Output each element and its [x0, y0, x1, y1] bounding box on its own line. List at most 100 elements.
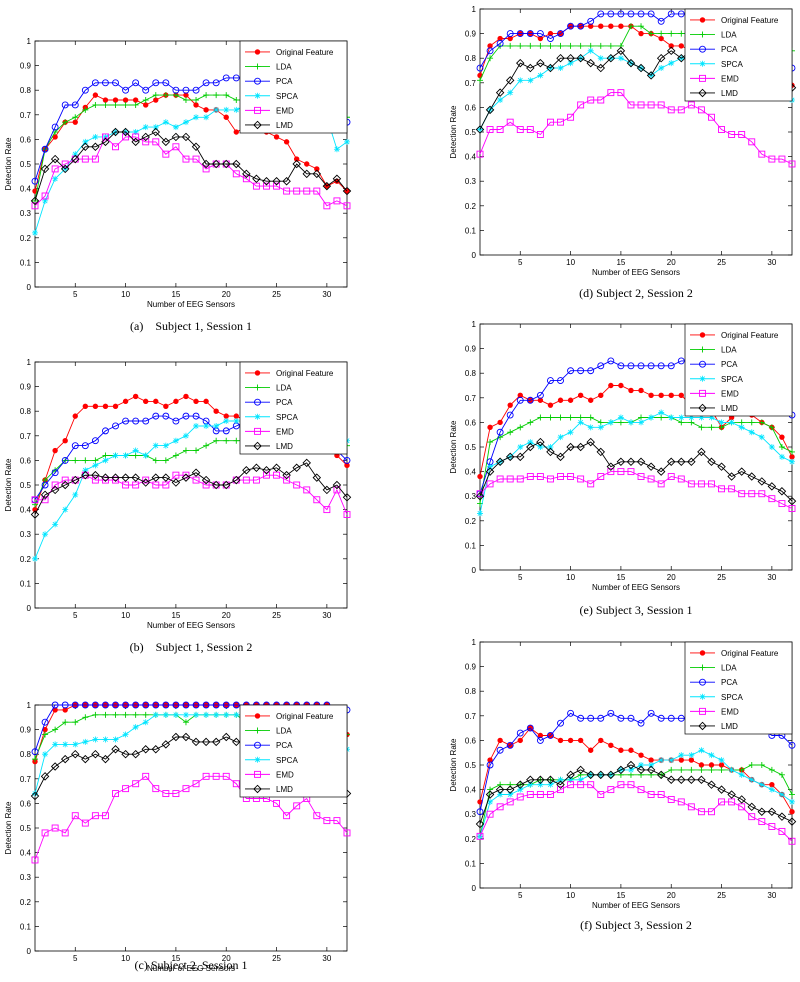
- data-point: [213, 106, 220, 113]
- data-point: [596, 63, 606, 73]
- data-point: [656, 53, 666, 63]
- data-point: [617, 42, 624, 49]
- data-point: [567, 60, 574, 67]
- data-point: [342, 493, 352, 502]
- legend-marker: [699, 650, 706, 656]
- y-tick-label: 0: [472, 251, 477, 260]
- data-point: [708, 414, 715, 421]
- chart-caption: (a) Subject 1, Session 1: [130, 319, 252, 333]
- data-point: [252, 463, 261, 473]
- data-point: [193, 114, 200, 121]
- data-point: [203, 114, 210, 121]
- y-tick-label: 0.8: [20, 407, 32, 416]
- data-point: [718, 798, 725, 806]
- data-point: [30, 510, 40, 519]
- data-point: [648, 757, 654, 763]
- y-tick-label: 0.4: [465, 153, 477, 162]
- data-point: [546, 63, 555, 73]
- legend-label: EMD: [276, 106, 294, 115]
- data-point: [667, 106, 675, 114]
- legend-marker: [699, 17, 706, 23]
- data-point: [636, 457, 646, 466]
- x-tick-label: 20: [667, 573, 676, 582]
- data-point: [31, 496, 39, 504]
- y-tick-label: 0.3: [20, 873, 32, 882]
- data-point: [608, 23, 614, 29]
- legend-label: LDA: [276, 384, 292, 393]
- series-line: [479, 764, 793, 825]
- y-tick-label: 0.5: [20, 160, 32, 169]
- data-point: [112, 701, 119, 709]
- data-point: [547, 732, 554, 739]
- data-point: [557, 719, 564, 727]
- data-point: [476, 832, 484, 840]
- data-point: [576, 765, 585, 775]
- data-point: [81, 819, 89, 827]
- data-point: [788, 837, 796, 845]
- data-point: [71, 442, 79, 450]
- data-point: [566, 53, 575, 63]
- data-point: [102, 79, 109, 87]
- data-point: [668, 60, 675, 67]
- y-tick-label: 1: [27, 37, 32, 46]
- data-point: [677, 106, 685, 114]
- data-point: [606, 53, 616, 63]
- data-point: [758, 762, 765, 768]
- data-point: [142, 124, 149, 131]
- data-point: [728, 419, 735, 426]
- data-point: [748, 813, 756, 821]
- data-point: [658, 30, 665, 37]
- data-point: [91, 701, 99, 709]
- data-point: [567, 473, 575, 480]
- data-point: [51, 469, 59, 477]
- y-tick-label: 0.3: [20, 530, 32, 539]
- data-point: [618, 382, 624, 389]
- legend-marker: [254, 63, 261, 70]
- data-point: [626, 457, 636, 466]
- data-point: [577, 714, 585, 722]
- data-point: [646, 462, 656, 471]
- legend-label: Original Feature: [721, 331, 779, 340]
- data-point: [526, 775, 535, 784]
- data-point: [556, 452, 565, 462]
- data-point: [537, 444, 544, 450]
- data-point: [142, 417, 150, 425]
- data-point: [122, 86, 130, 94]
- x-tick-label: 15: [616, 891, 625, 900]
- data-point: [718, 766, 725, 773]
- data-point: [758, 490, 766, 498]
- legend-label: LDA: [276, 727, 292, 736]
- data-point: [677, 714, 685, 722]
- data-point: [172, 124, 179, 131]
- data-point: [31, 856, 39, 864]
- data-point: [233, 437, 240, 444]
- data-point: [203, 398, 209, 405]
- x-axis-label: Number of EEG Sensors: [147, 964, 235, 973]
- data-point: [527, 419, 534, 426]
- x-tick-label: 15: [171, 954, 180, 963]
- data-point: [151, 127, 161, 137]
- data-point: [617, 55, 624, 62]
- data-point: [242, 175, 250, 183]
- data-point: [32, 756, 38, 763]
- data-point: [638, 387, 644, 394]
- y-tick-label: 0.8: [465, 54, 477, 63]
- data-point: [50, 485, 60, 495]
- data-point: [132, 393, 139, 400]
- data-point: [213, 437, 220, 444]
- legend-label: EMD: [276, 770, 294, 779]
- data-point: [687, 803, 695, 811]
- data-point: [42, 197, 49, 204]
- legend-box: [684, 323, 793, 417]
- data-point: [768, 786, 775, 793]
- y-tick-label: 1: [27, 358, 32, 367]
- data-point: [72, 719, 79, 726]
- data-point: [778, 453, 785, 460]
- data-point: [62, 119, 69, 126]
- data-point: [778, 500, 786, 508]
- data-point: [708, 766, 715, 773]
- data-point: [40, 164, 50, 174]
- data-point: [42, 531, 49, 538]
- data-point: [557, 377, 564, 385]
- data-point: [191, 737, 201, 747]
